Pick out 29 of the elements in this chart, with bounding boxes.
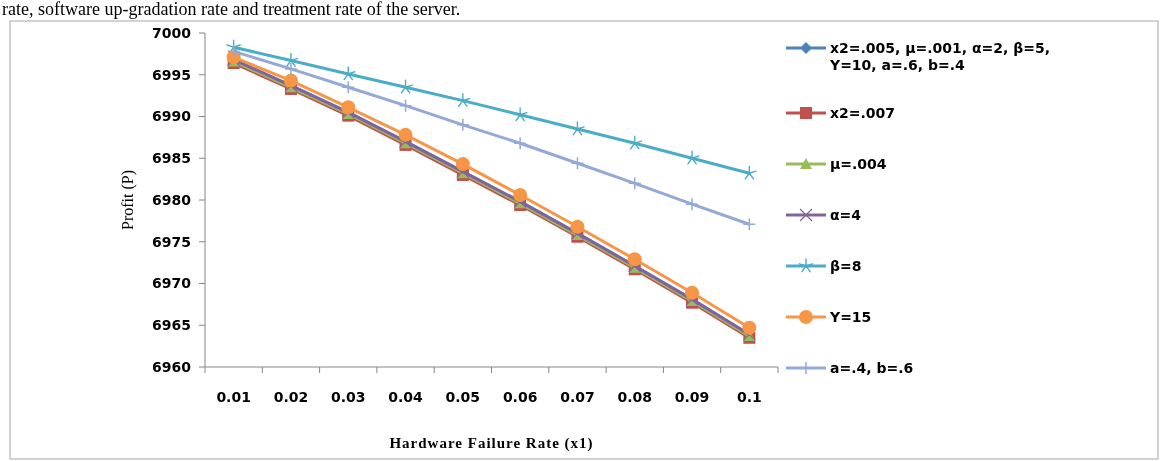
y-tick-label: 6975	[152, 233, 191, 250]
x-tick-label: 0.01	[216, 389, 251, 405]
legend-label: μ=.004	[830, 155, 887, 172]
legend-label: α=4	[830, 206, 862, 223]
x-tick-label: 0.04	[388, 389, 424, 405]
x-tick-label: 0.1	[736, 389, 762, 405]
text: rate, software up-gradation rate and treatment rate of the server.	[2, 0, 461, 19]
y-tick-label: 6965	[152, 317, 191, 334]
y-tick-label: 6980	[152, 191, 192, 208]
x-axis-title: Hardware Failure Rate (x1)	[389, 435, 594, 452]
y-tick-label: 6960	[152, 358, 192, 375]
x-tick-label: 0.08	[617, 389, 653, 405]
y-tick-label: 7000	[152, 24, 192, 41]
y-tick-label: 6990	[152, 108, 192, 125]
legend-label: Υ=15	[829, 308, 872, 325]
y-axis-title: Profit (P)	[119, 170, 137, 230]
x-tick-label: 0.03	[330, 389, 366, 405]
legend-label: x2=.005, μ=.001, α=2, β=5, Υ=10, a=.6, b=.4	[829, 39, 1051, 73]
x-tick-label: 0.06	[502, 389, 538, 405]
y-tick-label: 6970	[152, 275, 192, 292]
y-tick-label: 6985	[152, 150, 191, 167]
legend-label: a=.4, b=.6	[830, 359, 914, 376]
x-tick-label: 0.02	[273, 389, 309, 405]
y-tick-label: 6995	[152, 66, 191, 83]
x-tick-label: 0.09	[674, 389, 710, 405]
legend-label: x2=.007	[830, 104, 896, 121]
x-tick-label: 0.05	[445, 389, 481, 405]
x-tick-label: 0.07	[560, 389, 595, 405]
legend-label: β=8	[830, 257, 862, 274]
